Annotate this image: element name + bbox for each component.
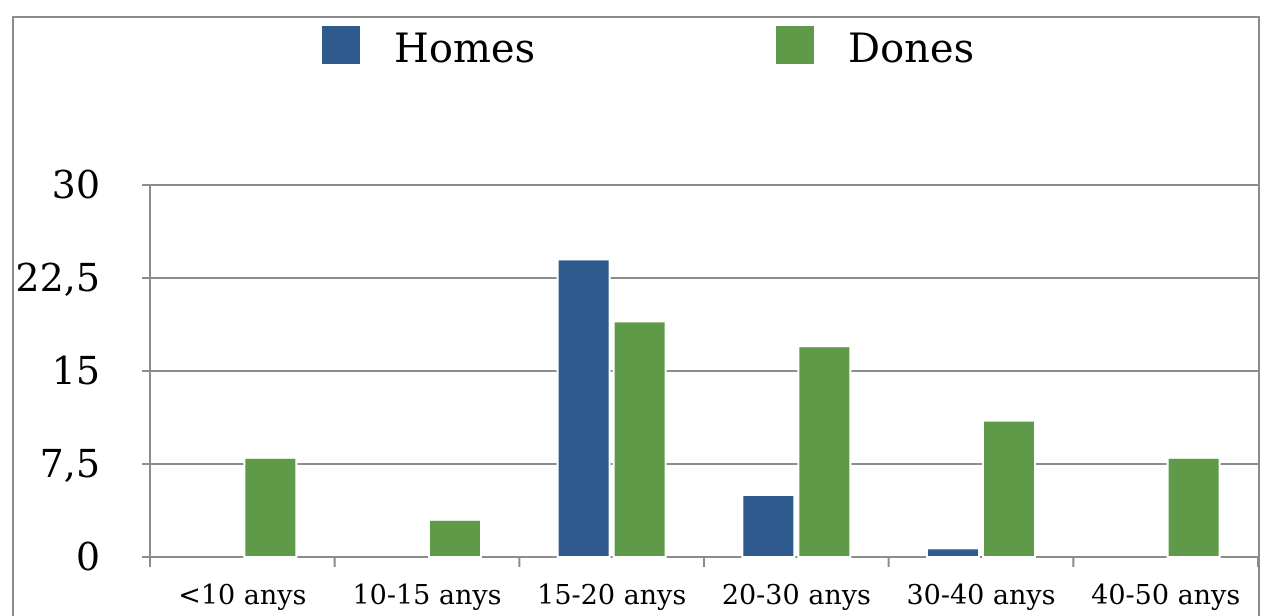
- y-tick-label: 15: [52, 349, 100, 393]
- bar-dones-4: [982, 419, 1036, 558]
- bar-homes-3: [741, 494, 796, 558]
- legend-label-dones: Dones: [848, 26, 974, 72]
- y-tick-label: 0: [76, 535, 100, 579]
- y-axis-ticks: 0 7,5 15 22,5 30: [15, 163, 151, 579]
- gridlines: [150, 184, 1258, 558]
- chart-frame: [12, 16, 1260, 616]
- bar-dones-3: [797, 345, 852, 559]
- bar-dones-0: [243, 456, 298, 558]
- bar-homes-4: [926, 547, 980, 559]
- bar-dones-2: [612, 320, 667, 558]
- x-tick-label: 30-40 anys: [906, 580, 1055, 610]
- y-tick-label: 30: [52, 163, 100, 207]
- x-tick-label: 20-30 anys: [722, 580, 871, 610]
- legend-label-homes: Homes: [394, 26, 535, 72]
- legend-swatch-dones: [776, 26, 814, 64]
- bar-homes-2: [556, 258, 611, 558]
- bar-dones-1: [428, 518, 482, 558]
- bars: [243, 258, 1221, 559]
- x-axis: <10 anys 10-15 anys 15-20 anys 20-30 anys 30…: [149, 557, 1259, 610]
- y-tick-label: 22,5: [15, 256, 100, 300]
- x-tick-label: 10-15 anys: [352, 580, 501, 610]
- x-tick-label: 40-50 anys: [1091, 580, 1240, 610]
- x-tick-label: 15-20 anys: [537, 580, 686, 610]
- y-tick-label: 7,5: [40, 442, 100, 486]
- legend: Homes Dones: [322, 26, 974, 72]
- bar-dones-5: [1166, 456, 1221, 558]
- x-tick-label: <10 anys: [178, 580, 306, 610]
- legend-swatch-homes: [322, 26, 360, 64]
